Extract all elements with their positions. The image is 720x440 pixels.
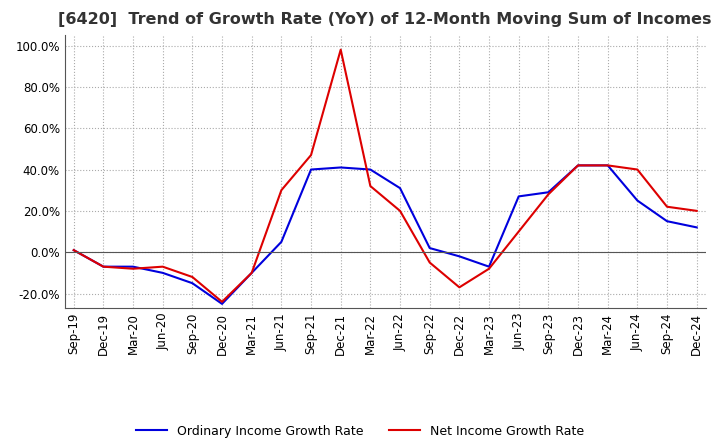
Net Income Growth Rate: [129, 266, 138, 271]
Net Income Growth Rate: [188, 275, 197, 280]
Ordinary Income Growth Rate: [544, 190, 553, 195]
Net Income Growth Rate: [485, 266, 493, 271]
Ordinary Income Growth Rate: [129, 264, 138, 269]
Net Income Growth Rate: [396, 208, 405, 213]
Ordinary Income Growth Rate: [603, 163, 612, 168]
Net Income Growth Rate: [693, 208, 701, 213]
Net Income Growth Rate: [336, 47, 345, 52]
Net Income Growth Rate: [455, 285, 464, 290]
Ordinary Income Growth Rate: [158, 270, 167, 275]
Ordinary Income Growth Rate: [485, 264, 493, 269]
Ordinary Income Growth Rate: [366, 167, 374, 172]
Ordinary Income Growth Rate: [574, 163, 582, 168]
Net Income Growth Rate: [544, 192, 553, 197]
Net Income Growth Rate: [69, 247, 78, 253]
Net Income Growth Rate: [366, 183, 374, 189]
Legend: Ordinary Income Growth Rate, Net Income Growth Rate: Ordinary Income Growth Rate, Net Income …: [131, 420, 589, 440]
Ordinary Income Growth Rate: [514, 194, 523, 199]
Ordinary Income Growth Rate: [248, 270, 256, 275]
Net Income Growth Rate: [158, 264, 167, 269]
Net Income Growth Rate: [603, 163, 612, 168]
Ordinary Income Growth Rate: [396, 186, 405, 191]
Net Income Growth Rate: [248, 270, 256, 275]
Ordinary Income Growth Rate: [217, 301, 226, 307]
Net Income Growth Rate: [514, 229, 523, 234]
Ordinary Income Growth Rate: [426, 246, 434, 251]
Ordinary Income Growth Rate: [69, 247, 78, 253]
Net Income Growth Rate: [217, 299, 226, 304]
Net Income Growth Rate: [307, 152, 315, 158]
Line: Ordinary Income Growth Rate: Ordinary Income Growth Rate: [73, 165, 697, 304]
Ordinary Income Growth Rate: [662, 219, 671, 224]
Net Income Growth Rate: [99, 264, 108, 269]
Title: [6420]  Trend of Growth Rate (YoY) of 12-Month Moving Sum of Incomes: [6420] Trend of Growth Rate (YoY) of 12-…: [58, 12, 712, 27]
Net Income Growth Rate: [633, 167, 642, 172]
Net Income Growth Rate: [574, 163, 582, 168]
Net Income Growth Rate: [426, 260, 434, 265]
Ordinary Income Growth Rate: [633, 198, 642, 203]
Ordinary Income Growth Rate: [277, 239, 286, 245]
Ordinary Income Growth Rate: [455, 254, 464, 259]
Net Income Growth Rate: [662, 204, 671, 209]
Net Income Growth Rate: [277, 187, 286, 193]
Ordinary Income Growth Rate: [99, 264, 108, 269]
Ordinary Income Growth Rate: [188, 281, 197, 286]
Ordinary Income Growth Rate: [336, 165, 345, 170]
Ordinary Income Growth Rate: [693, 225, 701, 230]
Ordinary Income Growth Rate: [307, 167, 315, 172]
Line: Net Income Growth Rate: Net Income Growth Rate: [73, 50, 697, 302]
